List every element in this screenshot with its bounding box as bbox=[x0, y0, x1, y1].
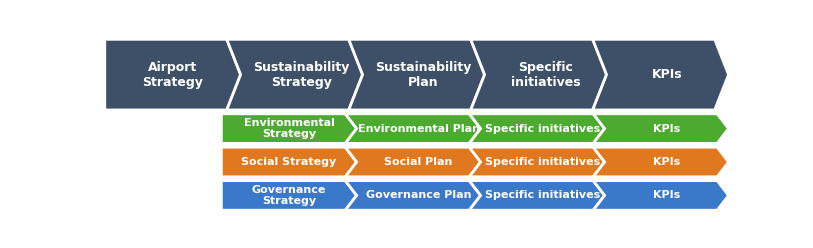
Polygon shape bbox=[221, 147, 357, 177]
Text: Sustainability
Strategy: Sustainability Strategy bbox=[254, 61, 350, 89]
Polygon shape bbox=[221, 181, 357, 210]
Text: KPIs: KPIs bbox=[652, 68, 683, 81]
Text: Governance Plan: Governance Plan bbox=[366, 190, 472, 200]
Polygon shape bbox=[349, 39, 485, 110]
Polygon shape bbox=[105, 39, 241, 110]
Polygon shape bbox=[593, 39, 728, 110]
Text: Specific
initiatives: Specific initiatives bbox=[511, 61, 580, 89]
Polygon shape bbox=[471, 39, 606, 110]
Text: Governance
Strategy: Governance Strategy bbox=[252, 185, 326, 206]
Polygon shape bbox=[593, 147, 728, 177]
Text: KPIs: KPIs bbox=[653, 124, 680, 134]
Polygon shape bbox=[346, 114, 480, 143]
Text: Specific initiatives: Specific initiatives bbox=[485, 157, 600, 167]
Polygon shape bbox=[469, 147, 605, 177]
Text: Environmental Plan: Environmental Plan bbox=[358, 124, 480, 134]
Polygon shape bbox=[346, 181, 480, 210]
Text: Social Strategy: Social Strategy bbox=[241, 157, 337, 167]
Text: Sustainability
Plan: Sustainability Plan bbox=[376, 61, 472, 89]
Polygon shape bbox=[593, 114, 728, 143]
Polygon shape bbox=[227, 39, 363, 110]
Text: Environmental
Strategy: Environmental Strategy bbox=[244, 118, 334, 139]
Text: Airport
Strategy: Airport Strategy bbox=[142, 61, 203, 89]
Text: Specific initiatives: Specific initiatives bbox=[485, 124, 600, 134]
Text: KPIs: KPIs bbox=[653, 157, 680, 167]
Polygon shape bbox=[469, 114, 605, 143]
Polygon shape bbox=[346, 147, 480, 177]
Text: Specific initiatives: Specific initiatives bbox=[485, 190, 600, 200]
Polygon shape bbox=[221, 114, 357, 143]
Polygon shape bbox=[469, 181, 605, 210]
Text: Social Plan: Social Plan bbox=[385, 157, 453, 167]
Text: KPIs: KPIs bbox=[653, 190, 680, 200]
Polygon shape bbox=[593, 181, 728, 210]
